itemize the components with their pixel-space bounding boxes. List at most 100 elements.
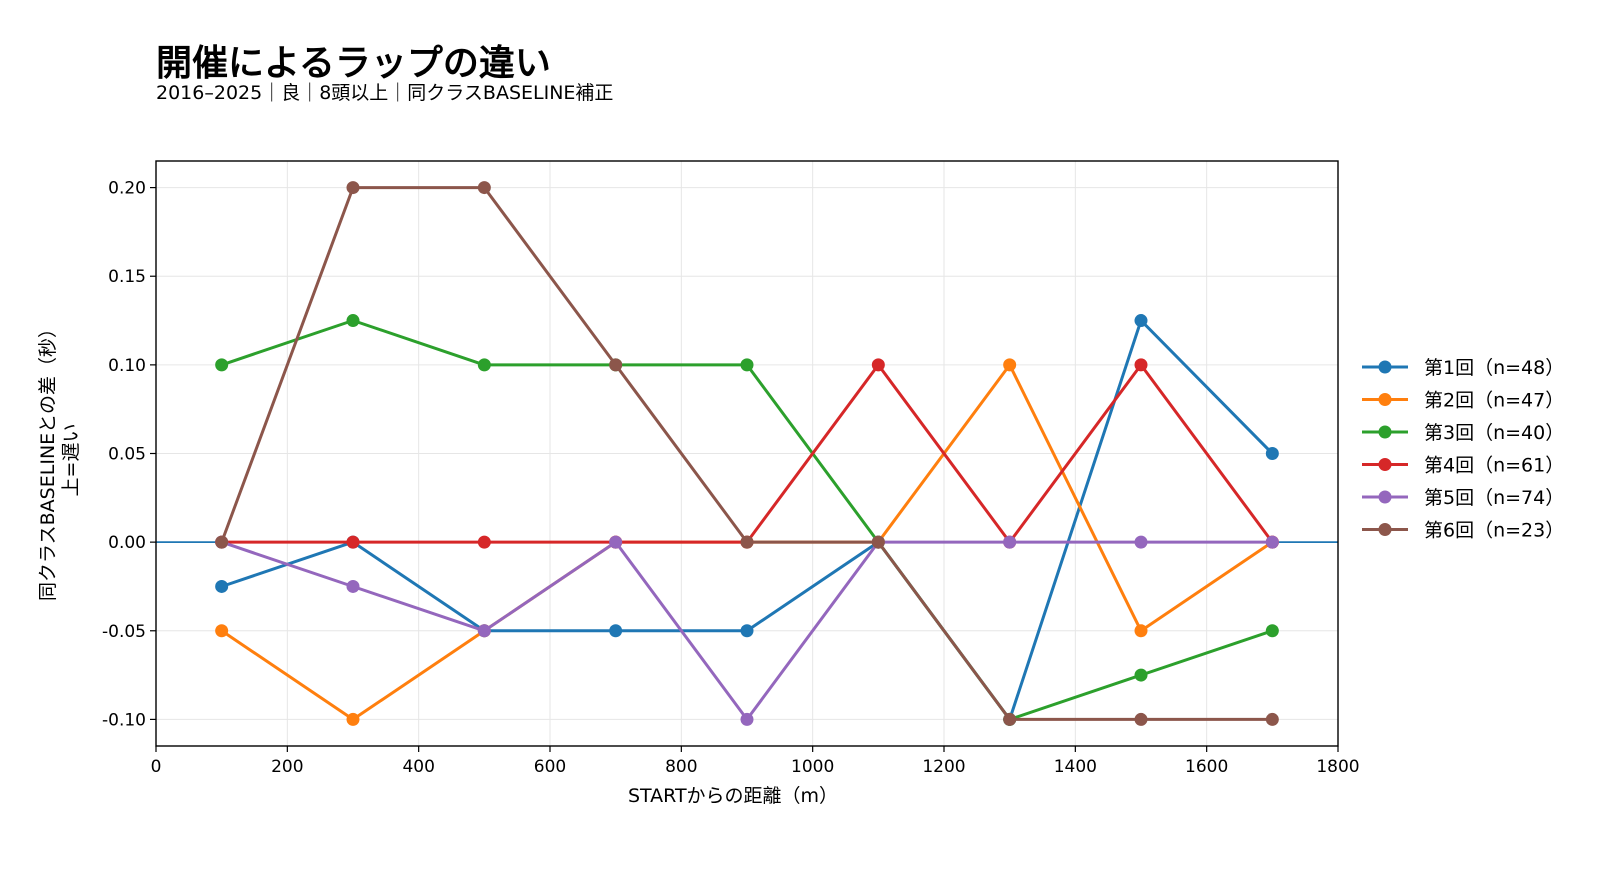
- data-point: [740, 624, 754, 638]
- y-axis-label-line2: 上=遅い: [60, 424, 82, 497]
- data-point: [1134, 624, 1148, 638]
- legend-label: 第1回（n=48）: [1424, 357, 1564, 379]
- y-axis-label-line1: 同クラスBASELINEとの差（秒）: [37, 319, 59, 601]
- x-tick-1: 200: [271, 746, 304, 777]
- x-axis-ticks: 0 200 400 600 800 1000 1200 1400 1600 1800: [151, 746, 1360, 777]
- y-tick-label: 0.05: [108, 445, 146, 465]
- data-point: [346, 314, 360, 328]
- y-tick-2: 0.00: [108, 533, 156, 553]
- legend: 第1回（n=48） 第2回（n=47） 第3回（n=40） 第4回（n=61） 第5回（…: [1362, 357, 1564, 542]
- legend-label: 第4回（n=61）: [1424, 455, 1564, 477]
- data-point: [1003, 358, 1017, 372]
- y-tick-label: 0.15: [108, 267, 146, 287]
- chart-title: 開催によるラップの違い: [156, 43, 551, 84]
- legend-label: 第6回（n=23）: [1424, 520, 1564, 542]
- data-point: [477, 358, 491, 372]
- data-point: [1265, 447, 1279, 460]
- y-axis-ticks: -0.10 -0.05 0.00 0.05 0.10 0.15 0.20: [102, 179, 156, 730]
- data-point: [1134, 535, 1148, 549]
- x-tick-label: 1800: [1316, 757, 1359, 777]
- y-axis-label: 同クラスBASELINEとの差（秒） 上=遅い: [37, 319, 82, 601]
- x-tick-label: 400: [402, 757, 434, 777]
- x-tick-label: 600: [534, 757, 566, 777]
- chart-subtitle: 2016–2025｜良｜8頭以上｜同クラスBASELINE補正: [156, 82, 614, 104]
- legend-entry-5: 第5回（n=74）: [1362, 487, 1564, 509]
- series-layer: [215, 181, 1279, 726]
- legend-label: 第2回（n=47）: [1424, 390, 1564, 412]
- y-tick-label: 0.00: [108, 533, 146, 553]
- data-point: [1134, 668, 1148, 682]
- x-tick-label: 0: [151, 757, 162, 777]
- data-point: [477, 181, 491, 195]
- x-tick-6: 1200: [922, 746, 966, 777]
- x-tick-label: 1600: [1185, 757, 1228, 777]
- y-tick-label: 0.20: [108, 179, 146, 199]
- data-point: [609, 535, 623, 549]
- data-point: [215, 358, 229, 372]
- x-tick-4: 800: [665, 746, 698, 777]
- data-point: [871, 358, 885, 372]
- legend-swatch-marker: [1378, 393, 1392, 406]
- x-tick-0: 0: [151, 746, 162, 777]
- data-point: [1265, 624, 1279, 638]
- legend-swatch-marker: [1378, 523, 1392, 536]
- data-point: [740, 712, 754, 726]
- x-tick-8: 1600: [1185, 746, 1228, 777]
- grid-lines: [155, 161, 1339, 746]
- data-point: [1134, 314, 1148, 328]
- x-tick-label: 200: [271, 757, 303, 777]
- x-tick-label: 800: [665, 757, 697, 777]
- data-point: [215, 535, 229, 549]
- y-tick-0: -0.10: [102, 710, 156, 730]
- data-point: [871, 535, 885, 549]
- x-tick-9: 1800: [1316, 746, 1360, 777]
- legend-label: 第3回（n=40）: [1424, 422, 1564, 444]
- x-tick-5: 1000: [791, 746, 834, 777]
- data-point: [1003, 535, 1017, 549]
- data-point: [215, 579, 229, 593]
- legend-entry-3: 第3回（n=40）: [1362, 422, 1564, 444]
- legend-entry-4: 第4回（n=61）: [1362, 455, 1564, 477]
- data-point: [1134, 712, 1148, 726]
- x-tick-label: 1200: [922, 757, 965, 777]
- y-tick-label: -0.10: [102, 710, 146, 730]
- legend-entry-2: 第2回（n=47）: [1362, 390, 1564, 412]
- x-tick-label: 1000: [791, 757, 834, 777]
- series-3: [215, 314, 1279, 726]
- y-tick-3: 0.05: [108, 445, 156, 465]
- series-line-3: [221, 319, 1273, 721]
- data-point: [740, 358, 754, 372]
- y-tick-label: -0.05: [102, 622, 146, 642]
- x-tick-2: 400: [402, 746, 435, 777]
- series-6: [215, 181, 1279, 726]
- data-point: [1003, 712, 1017, 726]
- y-tick-4: 0.10: [108, 356, 156, 376]
- series-line-1: [221, 319, 1274, 721]
- data-point: [477, 624, 491, 638]
- y-tick-6: 0.20: [108, 179, 156, 199]
- series-1: [215, 314, 1279, 726]
- data-point: [346, 181, 360, 195]
- legend-entry-6: 第6回（n=23）: [1362, 520, 1564, 542]
- data-point: [346, 535, 360, 549]
- legend-swatch-marker: [1378, 458, 1392, 471]
- legend-swatch-marker: [1378, 425, 1392, 439]
- legend-swatch-marker: [1378, 490, 1392, 504]
- data-point: [1265, 712, 1279, 726]
- data-point: [609, 624, 623, 638]
- data-point: [609, 358, 623, 372]
- legend-label: 第5回（n=74）: [1424, 487, 1564, 509]
- data-point: [215, 624, 229, 638]
- data-point: [1265, 535, 1279, 549]
- legend-swatch-marker: [1378, 360, 1392, 374]
- x-axis-label: STARTからの距離（m）: [628, 785, 838, 807]
- x-tick-7: 1400: [1054, 746, 1097, 777]
- x-tick-label: 1400: [1054, 757, 1097, 777]
- data-point: [477, 535, 491, 549]
- y-tick-5: 0.15: [108, 267, 156, 287]
- data-point: [1134, 358, 1148, 372]
- data-point: [346, 579, 360, 593]
- y-tick-1: -0.05: [102, 622, 156, 642]
- y-tick-label: 0.10: [108, 356, 146, 376]
